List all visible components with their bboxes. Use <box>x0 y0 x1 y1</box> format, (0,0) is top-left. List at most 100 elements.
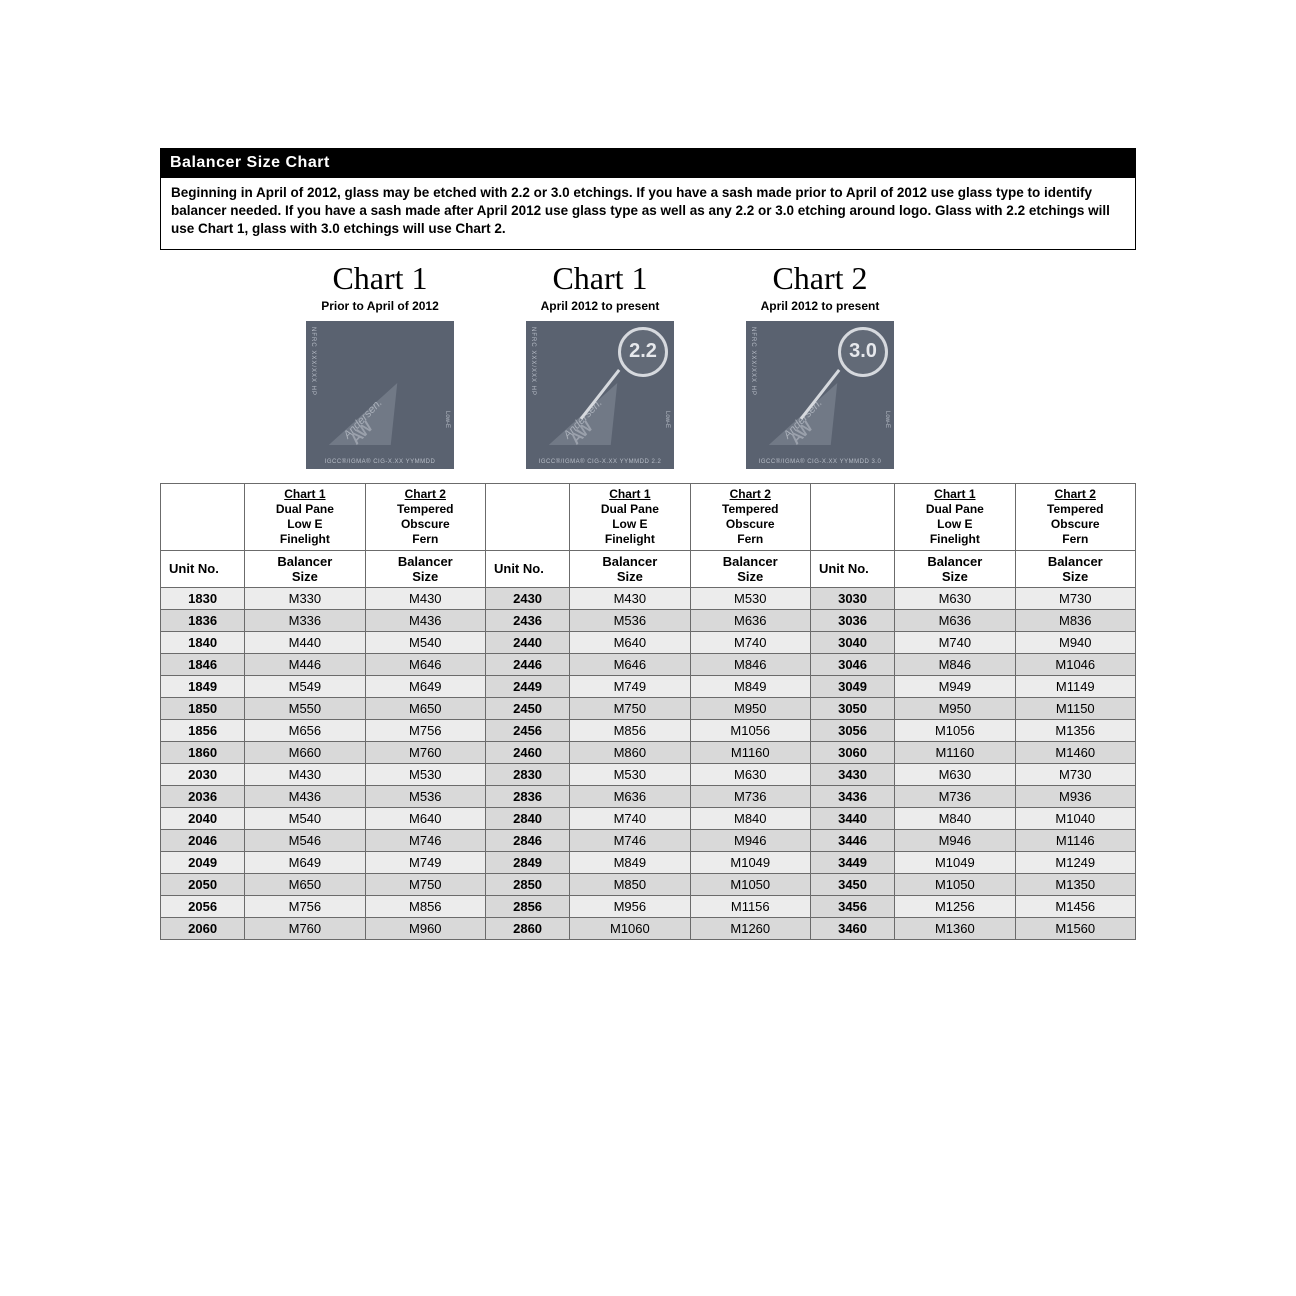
balancer-cell: M960 <box>365 917 485 939</box>
unit-cell: 1849 <box>161 675 245 697</box>
balancer-cell: M936 <box>1015 785 1135 807</box>
balancer-cell: M1156 <box>690 895 810 917</box>
unit-cell: 3030 <box>810 587 894 609</box>
balancer-cell: M849 <box>690 675 810 697</box>
balancer-cell: M740 <box>895 631 1015 653</box>
mag-badge-2: 2.2 <box>629 340 657 363</box>
hdr-c2-c: Chart 2TemperedObscureFern <box>1015 483 1135 550</box>
balancer-cell: M740 <box>690 631 810 653</box>
hdr-bal-b2: BalancerSize <box>690 550 810 587</box>
balancer-cell: M856 <box>570 719 690 741</box>
balancer-cell: M846 <box>690 653 810 675</box>
balancer-cell: M336 <box>245 609 365 631</box>
balancer-cell: M840 <box>895 807 1015 829</box>
chart1-title: Chart 1 <box>290 260 470 297</box>
unit-cell: 3036 <box>810 609 894 631</box>
title-bar: Balancer Size Chart <box>160 148 1136 178</box>
balancer-cell: M1049 <box>895 851 1015 873</box>
table-body: 1830M330M4302430M430M5303030M630M7301836… <box>161 587 1136 939</box>
unit-cell: 1830 <box>161 587 245 609</box>
intro-text: Beginning in April of 2012, glass may be… <box>171 185 1110 236</box>
hdr-unit-a: Unit No. <box>161 550 245 587</box>
balancer-cell: M730 <box>1015 587 1135 609</box>
balancer-cell: M1056 <box>690 719 810 741</box>
etch-box-3: NFRC XXX/XXX HP Low-E Andersen. AW 3.0 I… <box>746 321 894 469</box>
balancer-cell: M1050 <box>895 873 1015 895</box>
table-row: 1849M549M6492449M749M8493049M949M1149 <box>161 675 1136 697</box>
intro-box: Beginning in April of 2012, glass may be… <box>160 178 1136 250</box>
chart2-sub: April 2012 to present <box>510 299 690 313</box>
table-row: 2049M649M7492849M849M10493449M1049M1249 <box>161 851 1136 873</box>
balancer-cell: M536 <box>570 609 690 631</box>
balancer-cell: M530 <box>570 763 690 785</box>
balancer-cell: M636 <box>895 609 1015 631</box>
balancer-cell: M1056 <box>895 719 1015 741</box>
balancer-cell: M536 <box>365 785 485 807</box>
balancer-cell: M430 <box>365 587 485 609</box>
unit-cell: 1850 <box>161 697 245 719</box>
hdr-c2-b: Chart 2TemperedObscureFern <box>690 483 810 550</box>
balancer-cell: M846 <box>895 653 1015 675</box>
unit-cell: 2456 <box>485 719 569 741</box>
chart3-sub: April 2012 to present <box>730 299 910 313</box>
balancer-table: Chart 1Dual PaneLow EFinelight Chart 2Te… <box>160 483 1136 940</box>
etch-side-3: NFRC XXX/XXX HP <box>750 327 756 396</box>
unit-cell: 2450 <box>485 697 569 719</box>
balancer-cell: M1049 <box>690 851 810 873</box>
unit-cell: 2430 <box>485 587 569 609</box>
unit-cell: 2446 <box>485 653 569 675</box>
table-head: Chart 1Dual PaneLow EFinelight Chart 2Te… <box>161 483 1136 587</box>
balancer-cell: M746 <box>570 829 690 851</box>
unit-cell: 1860 <box>161 741 245 763</box>
table-row: 1830M330M4302430M430M5303030M630M730 <box>161 587 1136 609</box>
balancer-cell: M750 <box>570 697 690 719</box>
balancer-cell: M740 <box>570 807 690 829</box>
balancer-cell: M840 <box>690 807 810 829</box>
unit-cell: 3450 <box>810 873 894 895</box>
magnifier-3: 3.0 <box>830 327 888 385</box>
balancer-cell: M549 <box>245 675 365 697</box>
balancer-cell: M540 <box>365 631 485 653</box>
balancer-cell: M436 <box>245 785 365 807</box>
unit-cell: 3046 <box>810 653 894 675</box>
balancer-cell: M630 <box>895 587 1015 609</box>
balancer-cell: M1146 <box>1015 829 1135 851</box>
unit-cell: 2040 <box>161 807 245 829</box>
balancer-cell: M1260 <box>690 917 810 939</box>
etch-box-1: NFRC XXX/XXX HP Low-E Andersen. AW IGCC®… <box>306 321 454 469</box>
table-row: 1836M336M4362436M536M6363036M636M836 <box>161 609 1136 631</box>
hdr-bal-a1: BalancerSize <box>245 550 365 587</box>
unit-cell: 2046 <box>161 829 245 851</box>
chart3-title: Chart 2 <box>730 260 910 297</box>
balancer-cell: M1046 <box>1015 653 1135 675</box>
balancer-cell: M1050 <box>690 873 810 895</box>
balancer-cell: M750 <box>365 873 485 895</box>
etch-right-2: Low-E <box>664 411 670 428</box>
balancer-cell: M646 <box>365 653 485 675</box>
unit-cell: 2436 <box>485 609 569 631</box>
balancer-cell: M836 <box>1015 609 1135 631</box>
balancer-cell: M760 <box>365 741 485 763</box>
table-row: 2030M430M5302830M530M6303430M630M730 <box>161 763 1136 785</box>
balancer-cell: M546 <box>245 829 365 851</box>
balancer-cell: M656 <box>245 719 365 741</box>
balancer-cell: M649 <box>245 851 365 873</box>
unit-cell: 2449 <box>485 675 569 697</box>
balancer-cell: M649 <box>365 675 485 697</box>
title-text: Balancer Size Chart <box>170 154 330 171</box>
table-row: 2056M756M8562856M956M11563456M1256M1456 <box>161 895 1136 917</box>
unit-cell: 3456 <box>810 895 894 917</box>
balancer-cell: M736 <box>895 785 1015 807</box>
balancer-cell: M956 <box>570 895 690 917</box>
chart-col-3: Chart 2 April 2012 to present NFRC XXX/X… <box>730 260 910 469</box>
balancer-cell: M550 <box>245 697 365 719</box>
unit-cell: 1836 <box>161 609 245 631</box>
table-row: 1846M446M6462446M646M8463046M846M1046 <box>161 653 1136 675</box>
unit-cell: 3430 <box>810 763 894 785</box>
balancer-cell: M1350 <box>1015 873 1135 895</box>
header-row-1: Chart 1Dual PaneLow EFinelight Chart 2Te… <box>161 483 1136 550</box>
hdr-c1-b: Chart 1Dual PaneLow EFinelight <box>570 483 690 550</box>
balancer-cell: M660 <box>245 741 365 763</box>
balancer-cell: M760 <box>245 917 365 939</box>
chart1-sub: Prior to April of 2012 <box>290 299 470 313</box>
